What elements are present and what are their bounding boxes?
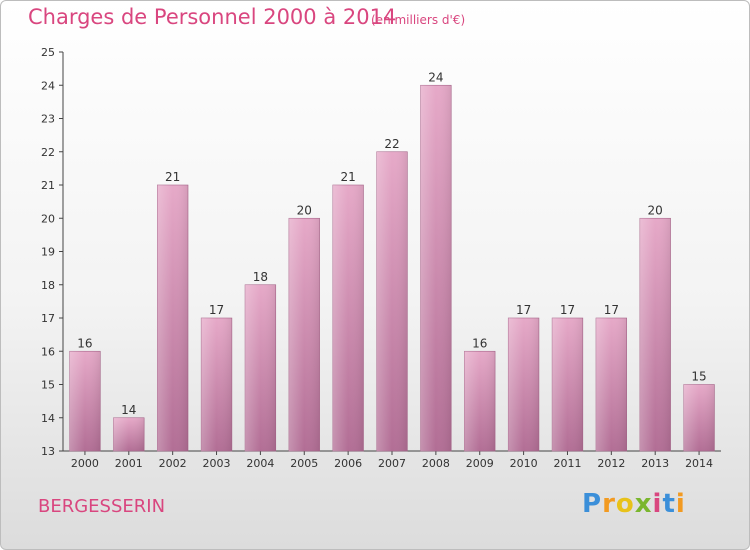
data-label: 15 [691, 370, 706, 384]
bar-shine [464, 351, 496, 451]
bar-shine [157, 185, 189, 451]
x-tick-label: 2006 [334, 457, 362, 470]
chart-title: Charges de Personnel 2000 à 2014 [28, 5, 397, 29]
data-label: 24 [428, 70, 443, 84]
x-tick-label: 2002 [159, 457, 187, 470]
y-tick-label: 15 [41, 379, 55, 392]
bar-shine [639, 218, 671, 451]
data-label: 17 [209, 303, 224, 317]
x-tick-label: 2014 [685, 457, 713, 470]
bars [69, 84, 715, 452]
data-label: 14 [121, 403, 136, 417]
bar-shine [376, 151, 408, 451]
data-label: 20 [297, 203, 312, 217]
data-labels: 16 14 21 17 18 20 21 22 24 16 17 17 17 20 15 [77, 70, 706, 417]
x-tick-label: 2010 [510, 457, 538, 470]
y-tick-label: 21 [41, 179, 55, 192]
data-label: 21 [165, 170, 180, 184]
x-tick-label: 2013 [641, 457, 669, 470]
y-tick-label: 16 [41, 345, 55, 358]
data-label: 17 [560, 303, 575, 317]
commune-name: BERGESSERIN [38, 496, 166, 517]
data-label: 17 [604, 303, 619, 317]
y-tick-label: 18 [41, 279, 55, 292]
data-label: 16 [77, 336, 92, 350]
data-label: 21 [340, 170, 355, 184]
x-tick-label: 2003 [203, 457, 231, 470]
bar-shine [288, 218, 320, 451]
proxiti-logo[interactable]: Proxiti [582, 489, 686, 519]
x-tick-label: 2004 [246, 457, 274, 470]
x-tick-label: 2011 [553, 457, 581, 470]
x-tick-label: 2000 [71, 457, 99, 470]
x-tick-label: 2008 [422, 457, 450, 470]
chart-subtitle: (en milliers d'€) [371, 13, 466, 27]
bar-shine [552, 318, 583, 451]
data-label: 22 [384, 137, 399, 151]
axes: 13 14 15 16 17 18 19 20 21 22 23 24 25 2000 2001 2002 20… [41, 46, 721, 470]
bar-shine [113, 417, 145, 451]
y-tick-label: 20 [41, 212, 55, 225]
bar-shine [69, 351, 101, 451]
data-label: 20 [648, 203, 663, 217]
bar-shine [245, 284, 276, 451]
x-tick-label: 2005 [290, 457, 318, 470]
bar-shine [595, 318, 627, 451]
x-tick-label: 2009 [466, 457, 494, 470]
data-label: 16 [472, 336, 487, 350]
bar-shine [508, 318, 539, 451]
data-label: 17 [516, 303, 531, 317]
bar-shine [332, 185, 364, 451]
y-tick-label: 22 [41, 146, 55, 159]
bar-shine [420, 85, 452, 451]
bar-shine [683, 384, 715, 451]
y-tick-label: 14 [41, 412, 55, 425]
x-tick-label: 2001 [115, 457, 143, 470]
y-tick-label: 25 [41, 46, 55, 59]
x-tick-label: 2007 [378, 457, 406, 470]
y-tick-label: 17 [41, 312, 55, 325]
bar-shine [201, 318, 232, 451]
x-tick-label: 2012 [597, 457, 625, 470]
y-tick-label: 19 [41, 246, 55, 259]
y-tick-label: 13 [41, 445, 55, 458]
data-label: 18 [253, 270, 268, 284]
y-tick-label: 24 [41, 79, 55, 92]
y-tick-label: 23 [41, 113, 55, 126]
